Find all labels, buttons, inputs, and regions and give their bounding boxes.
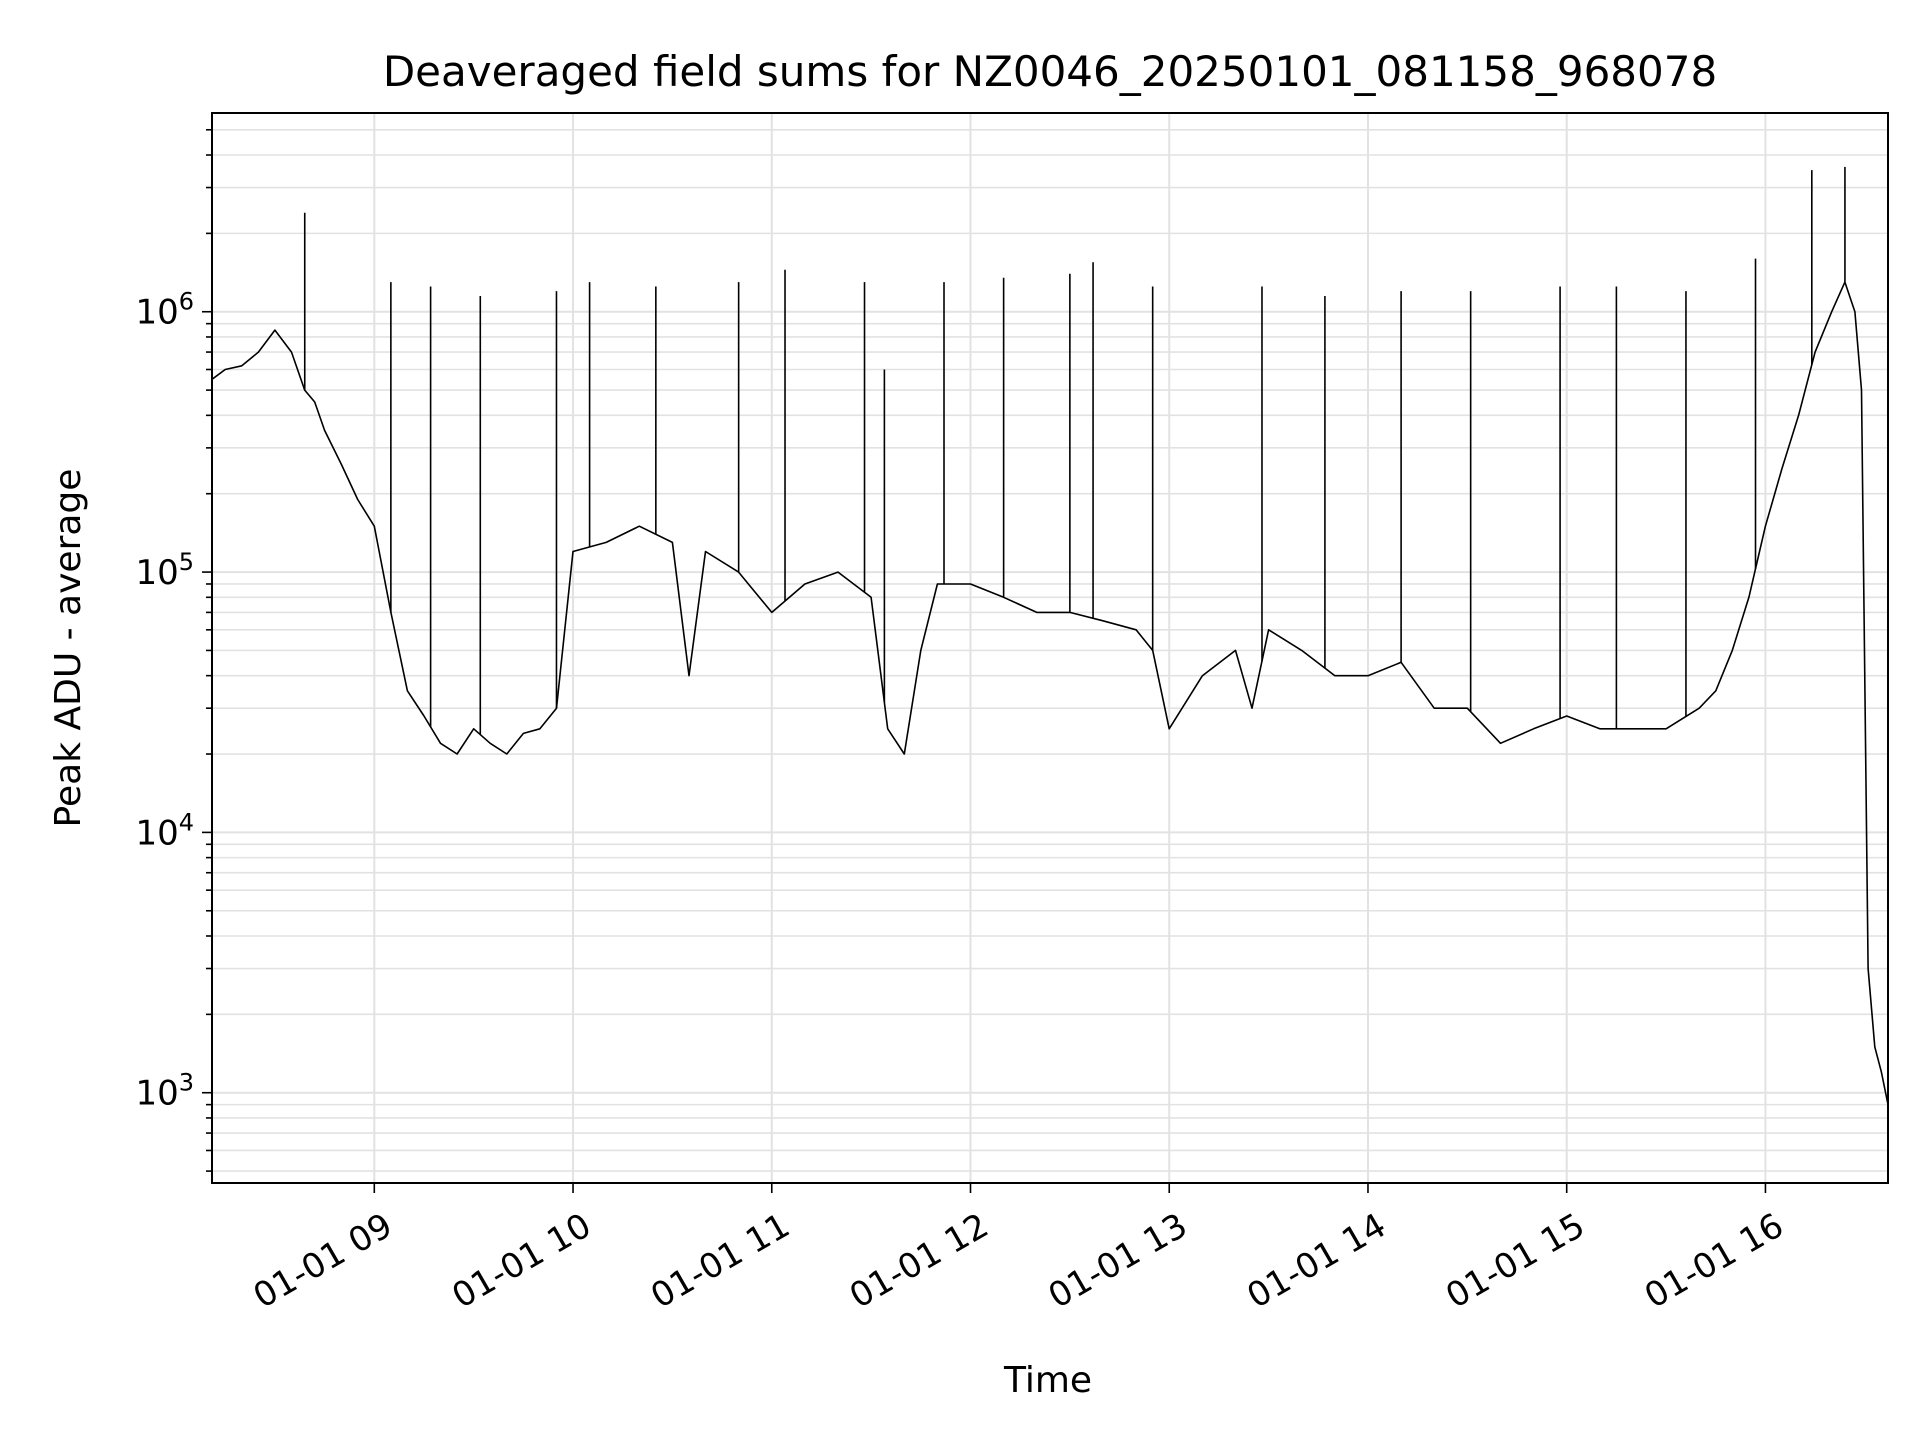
x-axis-label: Time	[1003, 1360, 1092, 1401]
chart-title: Deaveraged field sums for NZ0046_2025010…	[383, 47, 1717, 96]
y-tick-label-exponent: 5	[179, 548, 194, 576]
y-tick-label: 103	[135, 1069, 194, 1114]
y-tick-label-base: 10	[135, 293, 178, 333]
y-tick-label-base: 10	[135, 1074, 178, 1114]
y-tick-label-exponent: 6	[179, 288, 194, 316]
y-tick-label-exponent: 4	[179, 808, 194, 836]
series-line	[211, 281, 1889, 1105]
grid-layer	[212, 113, 1888, 1183]
y-tick-label: 106	[135, 288, 194, 333]
y-tick-label-exponent: 3	[179, 1069, 194, 1097]
y-tick-label: 105	[135, 548, 194, 593]
y-tick-label: 104	[135, 808, 194, 853]
series-layer	[211, 166, 1889, 1105]
plot-frame	[211, 112, 1889, 1184]
y-tick-label-base: 10	[135, 553, 178, 593]
y-axis-label: Peak ADU - average	[48, 469, 89, 828]
y-tick-label-base: 10	[135, 813, 178, 853]
